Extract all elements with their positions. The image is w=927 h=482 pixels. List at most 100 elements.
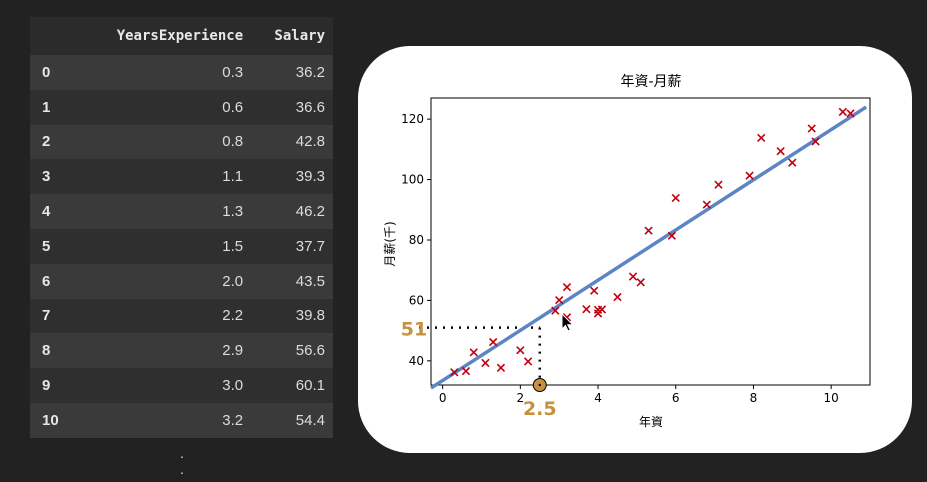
annotation-marker-dot bbox=[538, 383, 541, 387]
data-point bbox=[776, 147, 785, 156]
y-tick-label: 40 bbox=[409, 354, 424, 368]
plot-frame bbox=[430, 97, 871, 386]
data-point bbox=[846, 109, 855, 118]
years-experience-cell: 3.2 bbox=[76, 402, 252, 438]
table-row: 3 1.1 39.3 bbox=[30, 159, 333, 195]
years-experience-cell: 2.0 bbox=[76, 263, 252, 299]
data-point bbox=[671, 193, 680, 203]
salary-table: YearsExperience Salary 0 0.3 36.2 1 0.6 36.6 2… bbox=[30, 17, 333, 438]
row-index: 10 bbox=[30, 402, 76, 438]
dataframe-table: YearsExperience Salary 0 0.3 36.2 1 0.6 36.6 2… bbox=[30, 17, 333, 438]
table-row: 8 2.9 56.6 bbox=[30, 333, 333, 369]
data-point bbox=[488, 337, 498, 347]
salary-cell: 39.8 bbox=[251, 298, 333, 334]
salary-header: Salary bbox=[274, 28, 325, 44]
y-tick-label: 60 bbox=[409, 293, 424, 307]
years-experience-cell: 2.2 bbox=[76, 298, 252, 334]
data-point bbox=[562, 282, 572, 292]
mouse-cursor-icon bbox=[561, 312, 574, 332]
y-tick-label: 80 bbox=[409, 233, 424, 247]
annotation-x-label: 2.5 bbox=[523, 398, 557, 420]
x-axis-label: 年資 bbox=[639, 415, 663, 429]
chart-title: 年資-月薪 bbox=[620, 74, 681, 90]
years-experience-cell: 0.3 bbox=[76, 55, 252, 90]
salary-cell: 43.5 bbox=[251, 263, 333, 299]
data-point bbox=[450, 368, 459, 377]
data-point bbox=[461, 366, 471, 376]
salary-cell: 36.6 bbox=[251, 89, 333, 125]
years-experience-cell: 0.8 bbox=[76, 124, 252, 160]
x-tick-label: 8 bbox=[750, 391, 758, 405]
chart-card: 年資-月薪 年資 月薪(千) 0 2 4 6 8 10 40 60 80 100 120 2.5 51 bbox=[358, 46, 912, 453]
row-index: 6 bbox=[30, 263, 76, 299]
data-point bbox=[811, 137, 820, 146]
annotation-y-label: 51 bbox=[401, 319, 427, 341]
data-point bbox=[555, 295, 564, 305]
ellipsis-dot: . bbox=[180, 445, 184, 461]
row-index: 0 bbox=[30, 55, 76, 90]
data-point bbox=[628, 272, 638, 281]
data-point bbox=[469, 348, 478, 357]
y-tick-label: 100 bbox=[401, 173, 424, 187]
data-point bbox=[590, 286, 599, 295]
data-point bbox=[597, 305, 607, 314]
data-point bbox=[838, 107, 847, 117]
index-header bbox=[30, 17, 76, 55]
x-tick-label: 6 bbox=[672, 391, 680, 405]
row-index: 5 bbox=[30, 228, 76, 264]
data-point bbox=[807, 124, 816, 133]
years-experience-cell: 1.5 bbox=[76, 228, 252, 264]
table-row: 7 2.2 39.8 bbox=[30, 298, 333, 334]
data-point bbox=[757, 133, 766, 143]
row-index: 9 bbox=[30, 368, 76, 403]
years-experience-header: YearsExperience bbox=[116, 28, 244, 44]
table-row: 4 1.3 46.2 bbox=[30, 194, 333, 229]
salary-cell: 39.3 bbox=[251, 159, 333, 195]
salary-cell: 60.1 bbox=[251, 368, 333, 403]
x-tick-label: 10 bbox=[824, 391, 839, 405]
data-point bbox=[481, 358, 490, 368]
data-point bbox=[496, 363, 506, 372]
data-point bbox=[714, 180, 723, 189]
x-tick-label: 4 bbox=[594, 391, 602, 405]
row-index: 3 bbox=[30, 159, 76, 195]
table-row: 2 0.8 42.8 bbox=[30, 124, 333, 160]
table-row: 10 3.2 54.4 bbox=[30, 402, 333, 438]
data-point bbox=[702, 200, 711, 209]
table-row: 0 0.3 36.2 bbox=[30, 55, 333, 90]
table-row: 5 1.5 37.7 bbox=[30, 228, 333, 264]
data-point bbox=[582, 305, 591, 314]
data-point bbox=[523, 357, 533, 366]
data-point bbox=[745, 171, 754, 180]
years-experience-cell: 3.0 bbox=[76, 368, 252, 403]
salary-cell: 42.8 bbox=[251, 124, 333, 160]
data-point bbox=[667, 231, 677, 240]
row-index: 2 bbox=[30, 124, 76, 160]
table-row: 1 0.6 36.6 bbox=[30, 89, 333, 125]
years-experience-cell: 1.3 bbox=[76, 194, 252, 229]
x-tick-label: 0 bbox=[439, 391, 447, 405]
salary-cell: 36.2 bbox=[251, 55, 333, 90]
scatter-chart: 年資-月薪 年資 月薪(千) 0 2 4 6 8 10 40 60 80 100 120 2.5 51 bbox=[383, 74, 871, 429]
salary-cell: 56.6 bbox=[251, 333, 333, 369]
data-point bbox=[644, 226, 653, 235]
row-index: 8 bbox=[30, 333, 76, 369]
x-tick-label: 2 bbox=[517, 391, 525, 405]
data-point bbox=[788, 158, 797, 167]
regression-line bbox=[430, 105, 868, 390]
data-point bbox=[636, 278, 645, 287]
data-point bbox=[613, 292, 622, 302]
years-experience-cell: 1.1 bbox=[76, 159, 252, 195]
ellipsis-dot: . bbox=[180, 461, 184, 477]
table-header-row: YearsExperience Salary bbox=[30, 17, 333, 55]
years-experience-cell: 2.9 bbox=[76, 333, 252, 369]
row-index: 1 bbox=[30, 89, 76, 125]
salary-cell: 37.7 bbox=[251, 228, 333, 264]
salary-cell: 46.2 bbox=[251, 194, 333, 229]
data-point bbox=[516, 346, 525, 355]
table-row: 9 3.0 60.1 bbox=[30, 368, 333, 403]
y-tick-label: 120 bbox=[401, 112, 424, 126]
row-index: 4 bbox=[30, 194, 76, 229]
y-axis-label: 月薪(千) bbox=[383, 221, 397, 266]
salary-cell: 54.4 bbox=[251, 402, 333, 438]
